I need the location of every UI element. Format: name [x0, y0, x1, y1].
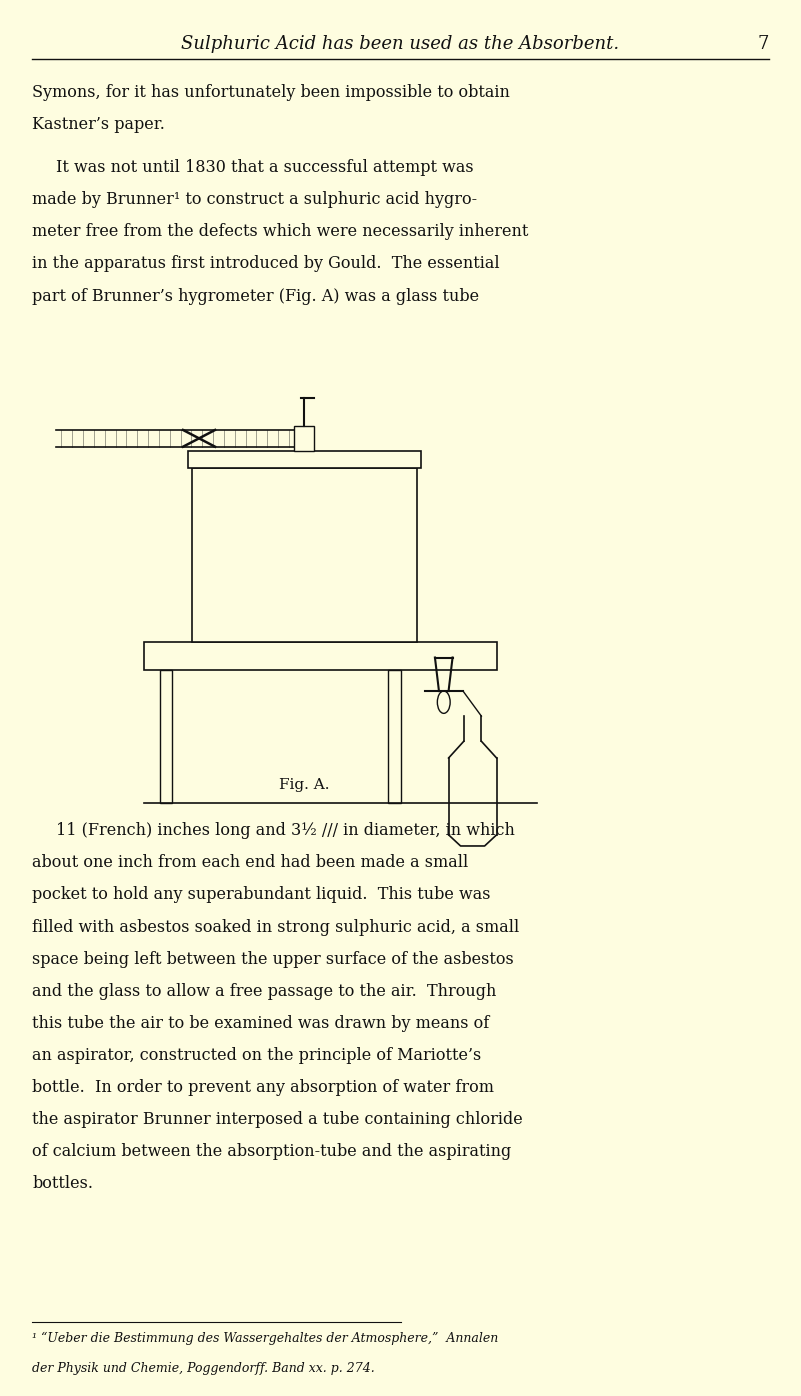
- Text: Fig. A.: Fig. A.: [279, 778, 330, 792]
- Text: meter free from the defects which were necessarily inherent: meter free from the defects which were n…: [32, 223, 529, 240]
- Text: 7: 7: [758, 35, 769, 53]
- Bar: [144, 642, 497, 670]
- Text: bottles.: bottles.: [32, 1175, 93, 1192]
- Text: in the apparatus first introduced by Gould.  The essential: in the apparatus first introduced by Gou…: [32, 255, 500, 272]
- Text: an aspirator, constructed on the principle of Mariotte’s: an aspirator, constructed on the princip…: [32, 1047, 481, 1064]
- Text: Symons, for it has unfortunately been impossible to obtain: Symons, for it has unfortunately been im…: [32, 84, 510, 101]
- Text: der Physik und Chemie, Poggendorff. Band xx. p. 274.: der Physik und Chemie, Poggendorff. Band…: [32, 1362, 375, 1375]
- Text: 11 (French) inches long and 3½ /// in diameter, in which: 11 (French) inches long and 3½ /// in di…: [56, 822, 515, 839]
- Text: It was not until 1830 that a successful attempt was: It was not until 1830 that a successful …: [56, 159, 473, 176]
- Bar: [388, 670, 400, 803]
- Text: and the glass to allow a free passage to the air.  Through: and the glass to allow a free passage to…: [32, 983, 497, 1000]
- Text: Sulphuric Acid has been used as the Absorbent.: Sulphuric Acid has been used as the Abso…: [182, 35, 619, 53]
- Bar: [160, 670, 172, 803]
- Text: of calcium between the absorption-tube and the aspirating: of calcium between the absorption-tube a…: [32, 1143, 511, 1160]
- Text: the aspirator Brunner interposed a tube containing chloride: the aspirator Brunner interposed a tube …: [32, 1111, 523, 1128]
- Text: about one inch from each end had been made a small: about one inch from each end had been ma…: [32, 854, 469, 871]
- Bar: [188, 451, 421, 468]
- Text: filled with asbestos soaked in strong sulphuric acid, a small: filled with asbestos soaked in strong su…: [32, 919, 519, 935]
- Text: this tube the air to be examined was drawn by means of: this tube the air to be examined was dra…: [32, 1015, 489, 1032]
- Text: pocket to hold any superabundant liquid.  This tube was: pocket to hold any superabundant liquid.…: [32, 886, 490, 903]
- Text: ¹ “Ueber die Bestimmung des Wassergehaltes der Atmosphere,”  Annalen: ¹ “Ueber die Bestimmung des Wassergehalt…: [32, 1332, 498, 1344]
- Text: bottle.  In order to prevent any absorption of water from: bottle. In order to prevent any absorpti…: [32, 1079, 494, 1096]
- Text: space being left between the upper surface of the asbestos: space being left between the upper surfa…: [32, 951, 513, 967]
- Bar: [192, 468, 417, 642]
- Text: Kastner’s paper.: Kastner’s paper.: [32, 116, 165, 133]
- Text: made by Brunner¹ to construct a sulphuric acid hygro-: made by Brunner¹ to construct a sulphuri…: [32, 191, 477, 208]
- Bar: [295, 426, 315, 451]
- Text: part of Brunner’s hygrometer (Fig. A) was a glass tube: part of Brunner’s hygrometer (Fig. A) wa…: [32, 288, 479, 304]
